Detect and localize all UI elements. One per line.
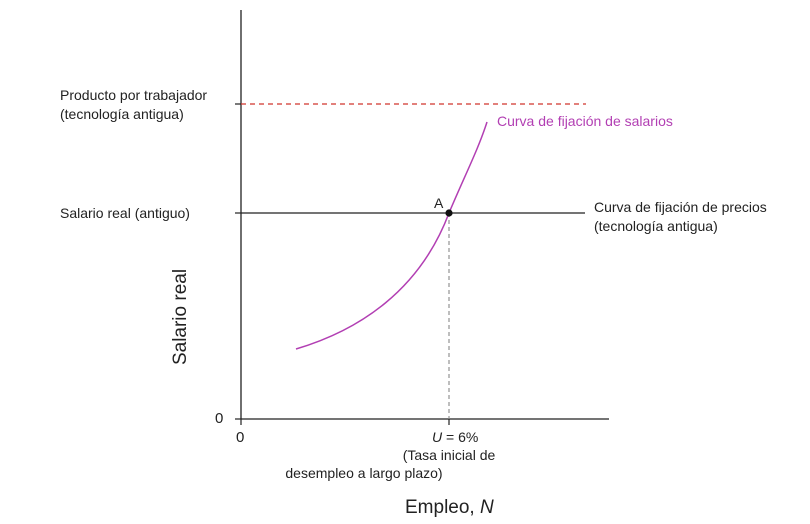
unemployment-note-2: desempleo a largo plazo) [285,465,442,481]
unemployment-note-1: (Tasa inicial de [403,447,496,463]
unemployment-rate-label: U = 6% [432,429,478,445]
point-a-marker [445,209,453,217]
x-axis-title: Empleo, N [405,497,494,518]
u-value: = 6% [442,429,478,445]
wage-setting-curve-label: Curva de fijación de salarios [497,113,673,129]
product-per-worker-label-1: Producto por trabajador [60,87,207,103]
u-variable: U [432,429,443,445]
x-axis-title-variable: N [480,497,494,518]
wage-setting-curve [295,121,488,350]
real-wage-old-label: Salario real (antiguo) [60,205,190,221]
y-zero-label: 0 [215,410,223,427]
y-axis-title: Salario real [170,269,191,365]
point-a-label: A [434,195,444,211]
x-axis-title-text: Empleo, [405,497,480,518]
x-zero-label: 0 [236,429,244,446]
product-per-worker-label-2: (tecnología antigua) [60,106,184,122]
price-setting-curve-label-1: Curva de fijación de precios [594,199,767,215]
price-setting-curve-label-2: (tecnología antigua) [594,218,718,234]
